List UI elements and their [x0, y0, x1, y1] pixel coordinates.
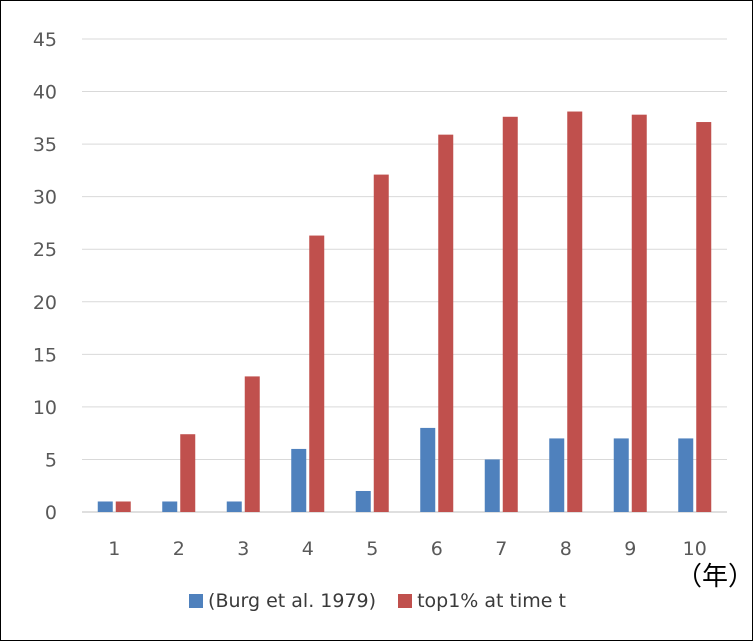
- y-tick-label: 5: [45, 449, 57, 471]
- bar-series-2-9: [631, 114, 647, 513]
- x-tick-label: 5: [366, 538, 378, 560]
- y-tick-label: 35: [33, 134, 57, 156]
- bar-series-1-8: [549, 438, 565, 512]
- bar-series-2-1: [115, 501, 131, 512]
- y-tick-label: 20: [33, 292, 57, 314]
- legend-item-series-2: top1% at time t: [398, 590, 566, 612]
- legend-swatch-series-1: [189, 594, 204, 608]
- legend-item-series-1: (Burg et al. 1979): [189, 590, 376, 612]
- x-tick-label: 3: [237, 538, 249, 560]
- x-tick-label: 7: [495, 538, 507, 560]
- y-tick-label: 10: [33, 397, 57, 419]
- y-tick-label: 25: [33, 239, 57, 261]
- bar-series-1-7: [484, 459, 500, 512]
- bar-series-2-5: [373, 174, 389, 513]
- bar-series-1-2: [162, 501, 178, 512]
- legend-label-series-2: top1% at time t: [417, 590, 566, 612]
- x-axis-unit-label: （年）: [676, 562, 755, 592]
- bar-series-1-10: [678, 438, 694, 512]
- y-tick-label: 30: [33, 187, 57, 209]
- y-tick-label: 45: [33, 29, 57, 51]
- bar-series-1-1: [97, 501, 113, 512]
- bar-series-1-5: [355, 490, 371, 512]
- bar-series-1-4: [291, 448, 307, 512]
- x-tick-label: 10: [683, 538, 707, 560]
- x-tick-label: 8: [560, 538, 572, 560]
- bar-series-2-4: [309, 235, 325, 512]
- bar-series-2-10: [696, 122, 712, 512]
- bar-series-2-8: [567, 111, 583, 512]
- x-tick-label: 9: [624, 538, 636, 560]
- y-tick-label: 0: [45, 502, 57, 524]
- bar-series-2-6: [438, 134, 454, 512]
- legend-swatch-series-2: [398, 594, 413, 608]
- x-tick-label: 4: [302, 538, 314, 560]
- bar-series-2-7: [502, 116, 518, 512]
- bar-series-2-2: [180, 434, 196, 512]
- x-tick-label: 6: [431, 538, 443, 560]
- y-tick-label: 15: [33, 344, 57, 366]
- x-tick-label: 2: [173, 538, 185, 560]
- bar-series-1-6: [420, 427, 436, 512]
- bar-series-2-3: [244, 376, 260, 512]
- legend: (Burg et al. 1979) top1% at time t: [0, 590, 755, 612]
- bar-series-1-3: [226, 501, 242, 512]
- x-tick-label: 1: [108, 538, 120, 560]
- y-tick-label: 40: [33, 82, 57, 104]
- legend-label-series-1: (Burg et al. 1979): [208, 590, 377, 612]
- bar-series-1-9: [613, 438, 629, 512]
